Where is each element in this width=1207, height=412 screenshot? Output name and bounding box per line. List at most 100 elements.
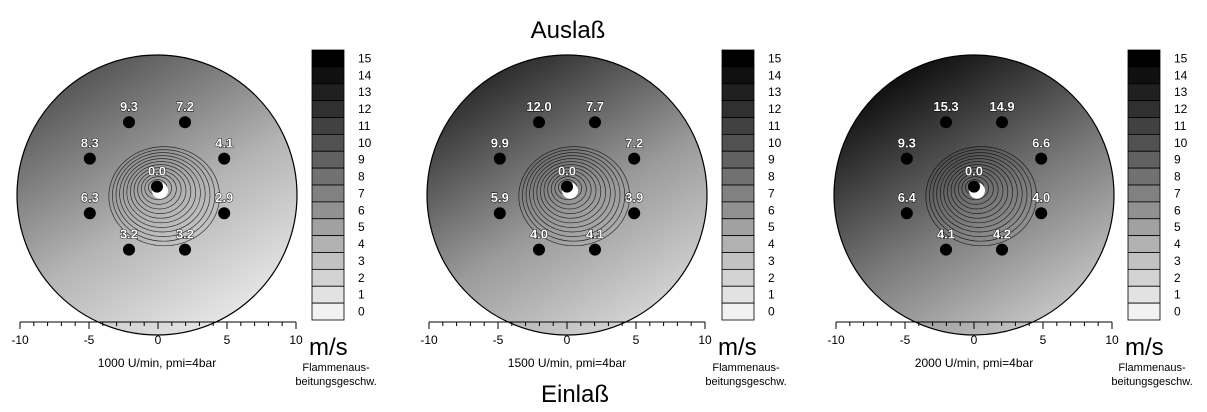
x-axis: -10 -5 0 5 10 bbox=[827, 321, 1119, 347]
contour-ring bbox=[936, 155, 1023, 233]
point-value-label: 3.2 bbox=[176, 227, 194, 242]
chart-caption: 2000 U/min, pmi=4bar bbox=[915, 356, 1033, 370]
colorbar-cell bbox=[721, 167, 755, 186]
chart-panel-1: 9.3 7.28.3 4.10.06.3 2.93.2 3.2-10 -5 0 5 101000… bbox=[11, 49, 377, 388]
colorbar-cell bbox=[311, 150, 345, 169]
colorbar-level-label: 13 bbox=[1174, 85, 1188, 99]
contour-ring bbox=[925, 146, 1037, 247]
colorbar-cell bbox=[311, 167, 345, 186]
colorbar-cell bbox=[1127, 100, 1161, 118]
colorbar-level-label: 5 bbox=[768, 220, 775, 234]
contour-ring bbox=[532, 158, 611, 228]
measurement-point bbox=[123, 116, 135, 129]
contour-ring bbox=[943, 161, 1013, 224]
point-value-label: 0.0 bbox=[148, 164, 166, 179]
measurement-point bbox=[533, 116, 545, 129]
point-value-label: 4.1 bbox=[937, 227, 955, 242]
contour-ring bbox=[954, 170, 999, 210]
colorbar-cell bbox=[1127, 66, 1161, 85]
colorbar-cell bbox=[721, 285, 755, 304]
colorbar-cell bbox=[721, 252, 755, 270]
colorbar-cell bbox=[1127, 285, 1161, 304]
point-value-label: 6.6 bbox=[1032, 136, 1050, 151]
colorbar-cell bbox=[721, 133, 755, 152]
contour-ring bbox=[126, 161, 196, 224]
measurement-point bbox=[940, 116, 952, 129]
point-value-label: 4.0 bbox=[530, 227, 548, 242]
colorbar-level-label: 8 bbox=[358, 170, 365, 184]
colorbar-level-label: 14 bbox=[358, 68, 372, 82]
measurement-point bbox=[996, 116, 1008, 129]
colorbar-cell bbox=[721, 49, 755, 68]
point-value-label: 4.1 bbox=[215, 136, 233, 151]
chart-caption: 1000 U/min, pmi=4bar bbox=[98, 356, 216, 370]
measurement-point bbox=[628, 207, 641, 220]
point-value-label: 2.9 bbox=[215, 190, 233, 205]
colorbar-cell bbox=[721, 100, 755, 118]
colorbar-level-label: 15 bbox=[768, 51, 782, 65]
measurement-point bbox=[996, 243, 1008, 256]
measurement-point bbox=[218, 207, 231, 220]
colorbar-level-label: 3 bbox=[768, 254, 775, 268]
colorbar-cell bbox=[311, 83, 345, 102]
measurement-point bbox=[493, 207, 506, 220]
unit-label: m/s bbox=[1125, 334, 1164, 361]
x-axis: -10 -5 0 5 10 bbox=[11, 321, 303, 347]
contour-ring bbox=[522, 149, 626, 242]
x-tick-label: -10 bbox=[827, 333, 845, 347]
colorbar-cell bbox=[311, 117, 345, 135]
colorbar-level-label: 12 bbox=[1174, 102, 1188, 116]
colorbar-cell bbox=[311, 184, 345, 203]
colorbar-cell bbox=[1127, 235, 1161, 253]
colorbar-level-label: 12 bbox=[358, 102, 372, 116]
measurement-point bbox=[533, 243, 545, 256]
point-value-label: 0.0 bbox=[965, 164, 983, 179]
chart-panel-2: 12.0 7.79.9 7.20.05.9 3.94.0 4.1-10 -5 0 5 10150… bbox=[420, 49, 787, 388]
colorbar-cell bbox=[1127, 167, 1161, 186]
contour-ring bbox=[525, 152, 621, 237]
measurement-point bbox=[83, 152, 96, 165]
colorbar-cell bbox=[311, 235, 345, 253]
point-value-label: 4.1 bbox=[586, 227, 604, 242]
contour-ring bbox=[119, 155, 206, 233]
measurement-point bbox=[628, 152, 641, 165]
contour-ring bbox=[133, 167, 187, 214]
colorbar-cell bbox=[721, 150, 755, 169]
contour-ring bbox=[122, 158, 201, 228]
colorbar-level-label: 9 bbox=[768, 153, 775, 167]
colorbar-cell bbox=[311, 201, 345, 220]
colorbar-title: Flammenaus-beitungsgeschw. bbox=[705, 362, 786, 388]
colorbar-level-label: 13 bbox=[358, 85, 372, 99]
x-tick-label: -5 bbox=[84, 333, 95, 347]
measurement-point bbox=[561, 180, 573, 193]
point-value-label: 15.3 bbox=[933, 99, 958, 114]
point-value-label: 0.0 bbox=[558, 164, 576, 179]
measurement-point bbox=[179, 116, 191, 129]
x-tick-label: 0 bbox=[155, 333, 162, 347]
bottom-label: Einlaß bbox=[541, 381, 609, 408]
colorbar-level-label: 15 bbox=[1174, 51, 1188, 65]
point-value-label: 7.2 bbox=[625, 136, 643, 151]
colorbar-level-label: 11 bbox=[768, 119, 781, 133]
colorbar-cell bbox=[1127, 49, 1161, 68]
colorbar-level-label: 0 bbox=[358, 305, 365, 319]
chart-caption: 1500 U/min, pmi=4bar bbox=[508, 356, 626, 370]
colorbar-level-label: 9 bbox=[1174, 153, 1181, 167]
contour-lines bbox=[518, 146, 630, 247]
measurement-point bbox=[900, 152, 913, 165]
contour-lines bbox=[108, 146, 220, 247]
colorbar-level-label: 6 bbox=[1174, 203, 1181, 217]
point-value-label: 9.3 bbox=[120, 99, 138, 114]
x-tick-label: 5 bbox=[224, 333, 231, 347]
colorbar-cell bbox=[1127, 252, 1161, 270]
contour-ring bbox=[130, 164, 192, 219]
colorbar-level-label: 0 bbox=[768, 305, 775, 319]
colorbar-cell bbox=[1127, 133, 1161, 152]
contour-ring bbox=[929, 149, 1033, 242]
contour-ring bbox=[536, 161, 606, 224]
measurement-point bbox=[1035, 207, 1048, 220]
colorbar-cell bbox=[721, 184, 755, 203]
x-tick-label: -10 bbox=[11, 333, 29, 347]
